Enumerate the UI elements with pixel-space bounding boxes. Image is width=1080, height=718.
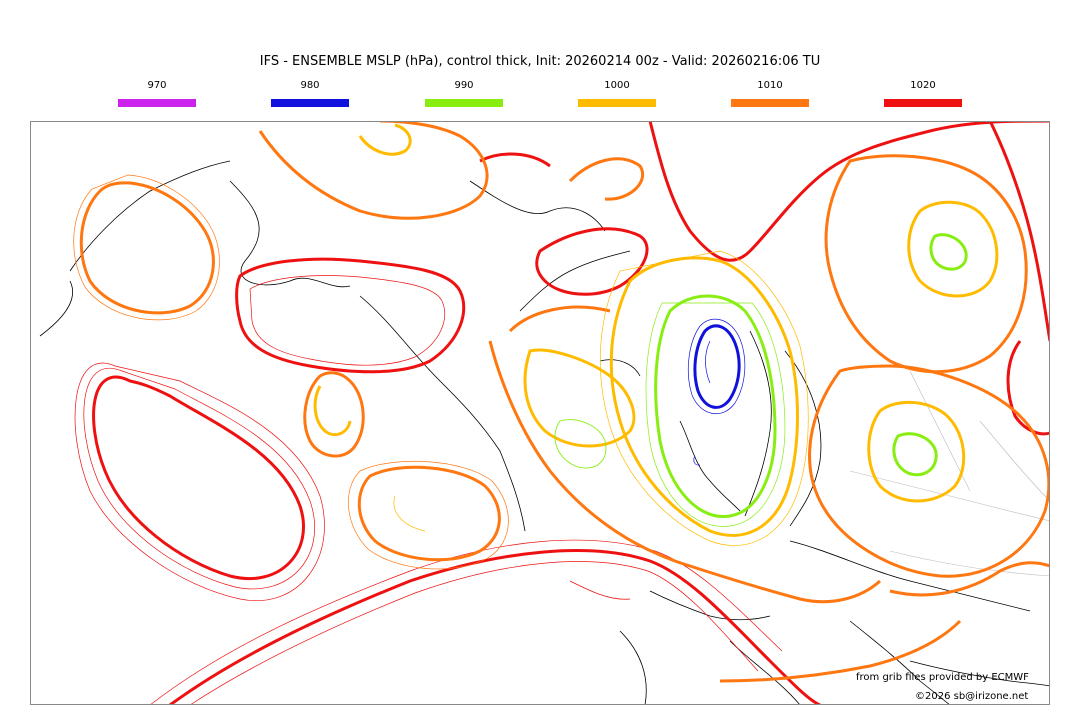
- isobar-990-russia-core: [892, 432, 938, 477]
- legend-label: 1010: [757, 80, 783, 91]
- isobar-980-deep-low-member: [687, 318, 746, 415]
- isobar-1020-canada-high-member: [249, 275, 446, 366]
- isobar-1020-azores-ridge-member: [189, 561, 759, 705]
- isobar-1020-pacific-high: [92, 375, 305, 581]
- isobar-1020-arctic-ridge: [648, 121, 1050, 262]
- isobar-990-main-low: [654, 294, 777, 519]
- isobar-map: [30, 121, 1050, 705]
- isobar-1000-siberia-inner: [907, 200, 999, 298]
- isobar-1010-atlantic-low-member: [348, 460, 509, 570]
- isobars-1010: [73, 121, 1050, 683]
- isobar-1000-atlantic-inner: [393, 495, 426, 532]
- coastline-arctic: [469, 180, 606, 232]
- isobar-980-deep-low-member: [705, 340, 711, 384]
- borders: [849, 370, 1050, 577]
- map-frame: [30, 121, 1050, 705]
- isobar-1020-greenland-high: [535, 227, 649, 296]
- legend-label: 1000: [604, 80, 630, 91]
- isobar-1020-pacific-high-member: [74, 362, 325, 601]
- isobar-1020-arctic-cell: [479, 152, 551, 168]
- isobar-1000-atlantic-wave: [523, 348, 636, 448]
- coastline-alaska: [69, 160, 231, 272]
- isobar-1000-canada-inner: [358, 123, 412, 156]
- isobar-1020-azores-ridge-member: [149, 539, 783, 705]
- coastline-british-isles: [679, 420, 741, 512]
- coastline-europe-east: [789, 540, 1031, 612]
- isobars-980: [687, 318, 746, 466]
- coastline-iberia: [619, 630, 647, 705]
- copyright-credit: ©2026 sb@irizone.net: [915, 691, 1029, 702]
- isobar-1010-iceland-segment: [508, 305, 611, 333]
- coastline-canada-north: [229, 180, 351, 288]
- isobars-1000: [313, 123, 999, 546]
- isobar-1010-atlantic-low: [357, 465, 501, 562]
- legend-swatch: [425, 99, 503, 107]
- isobar-980-small-member: [693, 455, 701, 466]
- isobar-1020-canada-high: [235, 257, 466, 374]
- isobar-1010-alaska-low-member: [73, 174, 220, 321]
- coastline-iceland: [599, 359, 641, 377]
- isobar-1010-alaska-low: [79, 181, 215, 315]
- isobar-1010-north-atlantic-trough: [488, 340, 882, 604]
- legend-label: 990: [454, 80, 474, 91]
- coastline-norway: [744, 330, 772, 517]
- legend-item-1000: 1000: [578, 80, 656, 107]
- isobar-1010-pacific-low: [303, 371, 365, 458]
- isobar-1010-arctic-low: [568, 157, 644, 201]
- isobar-1020-siberia-ridge: [988, 121, 1050, 342]
- isobar-1010-canada-low: [258, 121, 489, 220]
- isobars-1020: [74, 121, 1050, 705]
- isobar-1020-east-high: [1006, 340, 1050, 436]
- legend-item-970: 970: [118, 80, 196, 107]
- coastline-france: [649, 590, 771, 621]
- isobar-990-siberia-core: [929, 233, 968, 271]
- map-background: [30, 121, 1050, 705]
- isobar-1000-russia-inner: [867, 400, 966, 503]
- legend-label: 1020: [910, 80, 936, 91]
- legend-item-990: 990: [425, 80, 503, 107]
- source-credit: from grib files provided by ECMWF: [856, 672, 1029, 683]
- coastlines: [39, 160, 1050, 705]
- isobar-1000-norwegian-sea-low: [609, 256, 799, 537]
- coastline-black-sea: [909, 660, 1050, 687]
- isobar-990-atlantic-member: [554, 419, 607, 469]
- legend-item-1020: 1020: [884, 80, 962, 107]
- coastline-hudson: [359, 295, 526, 532]
- legend-swatch: [578, 99, 656, 107]
- legend-swatch: [731, 99, 809, 107]
- legend-item-980: 980: [271, 80, 349, 107]
- coastline-sweden: [784, 350, 822, 527]
- isobar-990-main-low-member: [645, 302, 786, 527]
- isobars-990: [554, 233, 968, 527]
- isobar-1010-siberia-low: [824, 154, 1028, 374]
- isobar-1020-pacific-high-member: [83, 368, 315, 590]
- isobar-1010-russia-low: [808, 364, 1050, 578]
- legend-item-1010: 1010: [731, 80, 809, 107]
- legend-swatch: [884, 99, 962, 107]
- isobar-1000-pacific-inner: [313, 385, 352, 437]
- legend-swatch: [118, 99, 196, 107]
- coastline-balkans: [849, 620, 951, 705]
- chart-title: IFS - ENSEMBLE MSLP (hPa), control thick…: [259, 54, 821, 69]
- isobar-1010-black-sea: [889, 561, 1050, 597]
- coastline-aleutians: [39, 280, 73, 337]
- legend-label: 970: [147, 80, 167, 91]
- isobar-1020-small-loop: [569, 580, 631, 600]
- legend-label: 980: [300, 80, 320, 91]
- isobar-1020-azores-ridge: [169, 549, 821, 705]
- isobar-1000-norwegian-sea-low-member: [599, 250, 809, 546]
- coastline-greenland-south: [519, 250, 631, 312]
- isobar-980-deep-low: [693, 324, 741, 409]
- isobar-1010-mediterranean: [719, 619, 962, 683]
- legend-swatch: [271, 99, 349, 107]
